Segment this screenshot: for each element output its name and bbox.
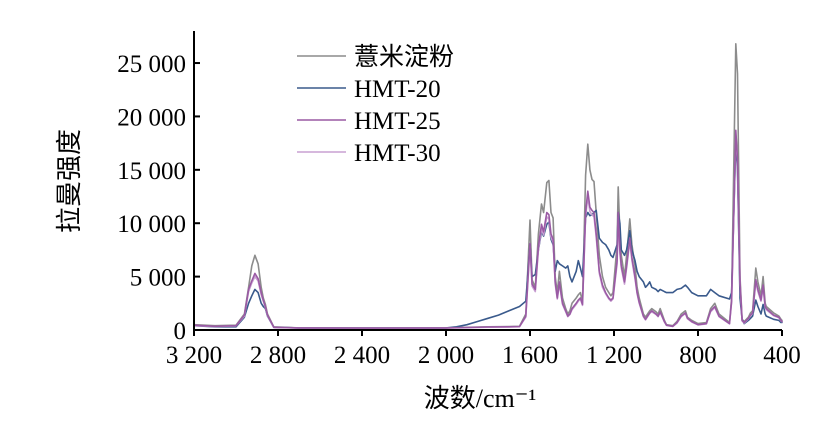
series-line-2 — [193, 129, 783, 329]
y-tick-label: 25 000 — [117, 51, 186, 78]
x-tick-label: 2 000 — [418, 342, 474, 369]
x-tick-label: 1 600 — [502, 342, 558, 369]
x-tick-label: 400 — [763, 342, 801, 369]
legend-label: HMT-20 — [354, 76, 441, 103]
ticks-layer: 3 200 2 800 2 400 2 000 1 600 1 200 800 400 0 5 0… — [117, 51, 801, 369]
axes-layer — [193, 31, 782, 331]
x-tick-label: 1 200 — [586, 342, 642, 369]
y-tick-label: 0 — [174, 318, 187, 345]
y-tick-label: 20 000 — [117, 104, 186, 131]
legend-label: HMT-30 — [354, 140, 441, 167]
x-tick-label: 2 800 — [250, 342, 306, 369]
y-tick-label: 15 000 — [117, 158, 186, 185]
series-line-0 — [193, 42, 783, 329]
series-line-1 — [193, 141, 783, 329]
x-tick-label: 3 200 — [166, 342, 222, 369]
series-line-3 — [193, 133, 783, 330]
x-tick-label: 2 400 — [334, 342, 390, 369]
x-tick-label: 800 — [679, 342, 717, 369]
y-axis-title: 拉曼强度 — [55, 129, 84, 233]
legend-label: HMT-25 — [354, 108, 441, 135]
y-tick-label: 10 000 — [117, 211, 186, 238]
series-layer — [193, 42, 783, 330]
y-tick-label: 5 000 — [130, 265, 186, 292]
x-axis-title: 波数/cm⁻¹ — [424, 384, 537, 413]
legend: 薏米淀粉 HMT-20 HMT-25 HMT-30 — [297, 43, 454, 167]
legend-label: 薏米淀粉 — [354, 43, 454, 71]
